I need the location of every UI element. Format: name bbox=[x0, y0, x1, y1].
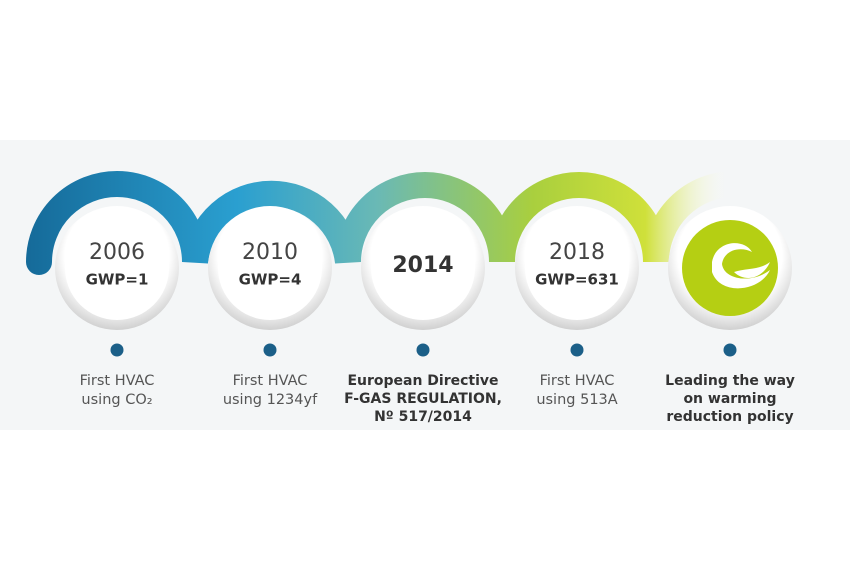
caption: using CO₂ bbox=[81, 392, 152, 408]
gwp: GWP=631 bbox=[535, 271, 619, 289]
year: 2006 bbox=[89, 240, 145, 265]
year: 2018 bbox=[549, 240, 605, 265]
gwp: GWP=4 bbox=[239, 271, 302, 289]
caption: using 1234yf bbox=[223, 392, 318, 408]
caption: European Directive bbox=[347, 373, 498, 389]
caption: F-GAS REGULATION, bbox=[344, 391, 502, 407]
year: 2010 bbox=[242, 240, 298, 265]
caption: First HVAC bbox=[80, 373, 155, 389]
dots bbox=[110, 343, 737, 357]
wave bbox=[26, 171, 747, 275]
gwp: GWP=1 bbox=[86, 271, 149, 289]
caption: First HVAC bbox=[540, 373, 615, 389]
caption: Leading the way bbox=[665, 373, 795, 389]
logo bbox=[682, 220, 778, 316]
caption: using 513A bbox=[536, 392, 617, 408]
caption: reduction policy bbox=[666, 409, 793, 425]
year: 2014 bbox=[392, 253, 453, 278]
caption: Nº 517/2014 bbox=[374, 409, 472, 425]
caption: First HVAC bbox=[233, 373, 308, 389]
caption: on warming bbox=[683, 391, 776, 407]
